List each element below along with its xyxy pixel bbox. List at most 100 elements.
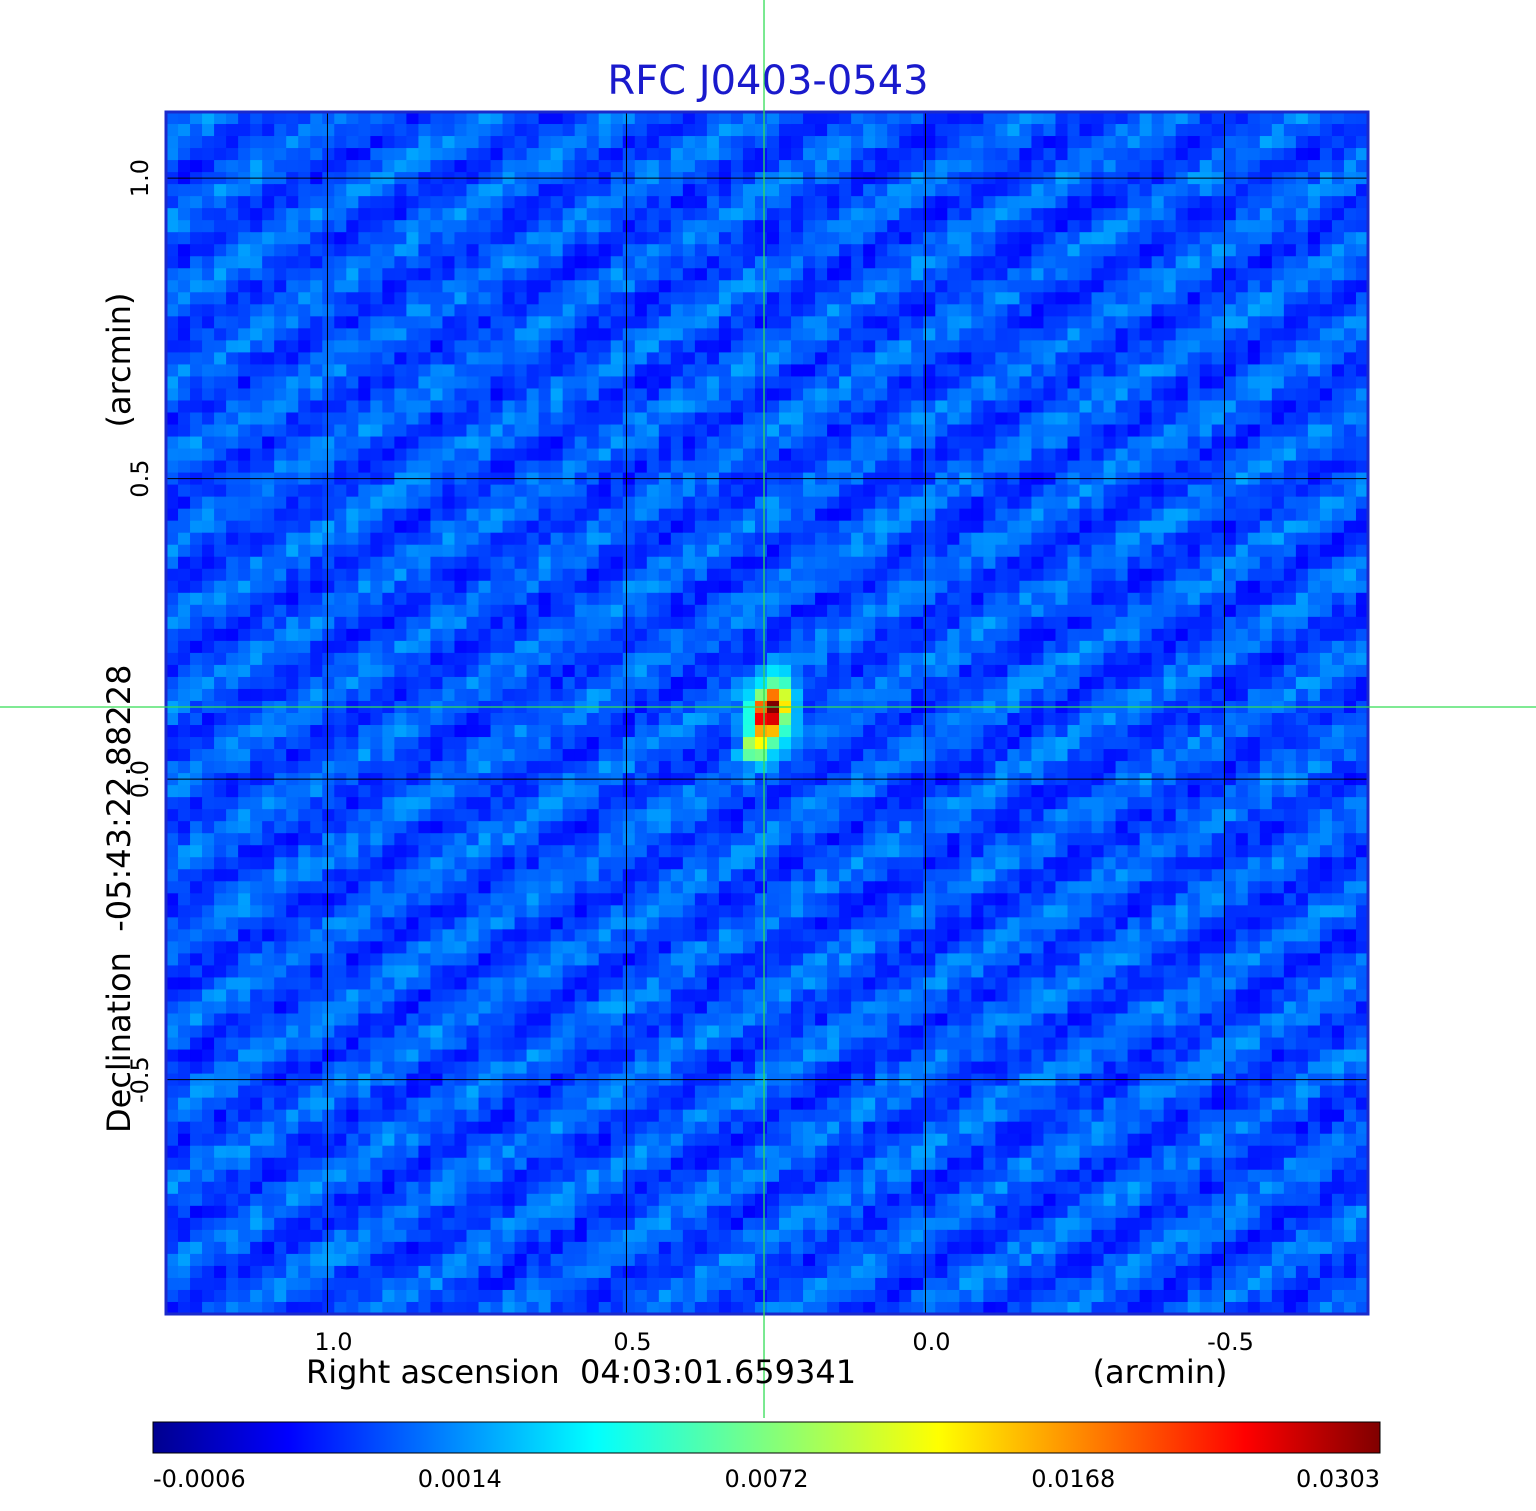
- map-pixel: [1175, 484, 1189, 498]
- map-pixel: [454, 148, 468, 161]
- map-pixel: [406, 196, 420, 209]
- map-pixel: [767, 400, 780, 414]
- map-pixel: [875, 544, 888, 558]
- map-pixel: [959, 448, 972, 462]
- map-pixel: [947, 364, 960, 378]
- map-pixel: [310, 124, 323, 137]
- map-pixel: [839, 496, 852, 510]
- map-pixel: [1007, 340, 1021, 353]
- map-pixel: [887, 268, 900, 281]
- map-pixel: [610, 160, 624, 173]
- map-pixel: [1223, 424, 1237, 438]
- map-pixel: [875, 604, 888, 618]
- map-pixel: [334, 244, 347, 257]
- map-pixel: [310, 136, 323, 149]
- map-pixel: [418, 616, 432, 630]
- map-pixel: [959, 604, 972, 618]
- map-pixel: [1343, 448, 1357, 462]
- map-pixel: [202, 244, 215, 257]
- map-pixel: [899, 112, 912, 125]
- map-pixel: [250, 340, 263, 353]
- map-pixel: [298, 136, 311, 149]
- map-pixel: [586, 436, 600, 450]
- map-pixel: [1139, 508, 1153, 522]
- map-pixel: [586, 412, 600, 426]
- map-pixel: [754, 376, 768, 390]
- map-pixel: [1127, 424, 1141, 438]
- map-pixel: [911, 532, 924, 546]
- map-pixel: [1043, 280, 1057, 293]
- map-pixel: [971, 616, 984, 630]
- map-pixel: [226, 508, 239, 522]
- map-pixel: [406, 268, 420, 281]
- map-pixel: [935, 436, 948, 450]
- map-pixel: [634, 112, 648, 125]
- map-pixel: [166, 256, 179, 269]
- map-pixel: [670, 268, 684, 281]
- map-pixel: [214, 604, 227, 618]
- map-pixel: [454, 544, 468, 558]
- map-pixel: [947, 664, 960, 678]
- map-pixel: [1199, 280, 1213, 293]
- map-pixel: [827, 412, 840, 426]
- map-pixel: [1055, 640, 1069, 654]
- map-pixel: [947, 544, 960, 558]
- map-pixel: [1283, 196, 1297, 209]
- map-pixel: [1187, 628, 1201, 642]
- map-pixel: [1187, 640, 1201, 654]
- map-pixel: [1151, 616, 1165, 630]
- map-pixel: [1091, 412, 1105, 426]
- map-pixel: [1055, 556, 1069, 570]
- map-pixel: [767, 604, 780, 618]
- map-pixel: [166, 376, 179, 390]
- map-pixel: [370, 244, 383, 257]
- map-pixel: [286, 340, 299, 353]
- map-pixel: [730, 508, 744, 522]
- map-pixel: [562, 640, 576, 654]
- map-pixel: [1199, 364, 1213, 378]
- map-pixel: [791, 400, 804, 414]
- map-pixel: [430, 532, 444, 546]
- map-pixel: [478, 532, 492, 546]
- map-pixel: [250, 328, 263, 341]
- map-pixel: [406, 412, 420, 426]
- map-pixel: [526, 604, 540, 618]
- map-pixel: [250, 520, 263, 534]
- map-pixel: [442, 196, 456, 209]
- map-pixel: [1331, 640, 1345, 654]
- map-pixel: [166, 364, 179, 378]
- map-pixel: [334, 220, 347, 233]
- map-pixel: [610, 556, 624, 570]
- map-pixel: [658, 424, 672, 438]
- map-pixel: [646, 316, 660, 329]
- map-pixel: [1019, 424, 1033, 438]
- map-pixel: [767, 388, 780, 402]
- map-pixel: [899, 568, 912, 582]
- map-pixel: [754, 136, 768, 149]
- map-pixel: [658, 676, 672, 690]
- map-pixel: [646, 628, 660, 642]
- map-pixel: [1079, 256, 1093, 269]
- map-pixel: [190, 208, 203, 221]
- map-pixel: [574, 568, 588, 582]
- map-pixel: [1151, 220, 1165, 233]
- map-pixel: [478, 592, 492, 606]
- map-pixel: [959, 628, 972, 642]
- map-pixel: [1091, 628, 1105, 642]
- map-pixel: [1043, 328, 1057, 341]
- map-pixel: [1331, 592, 1345, 606]
- map-pixel: [262, 136, 275, 149]
- map-pixel: [538, 436, 552, 450]
- map-pixel: [238, 304, 251, 317]
- map-pixel: [694, 664, 708, 678]
- map-pixel: [1163, 508, 1177, 522]
- map-pixel: [1043, 244, 1057, 257]
- map-pixel: [250, 688, 263, 702]
- map-pixel: [1115, 484, 1129, 498]
- map-pixel: [310, 280, 323, 293]
- map-pixel: [863, 688, 876, 702]
- map-pixel: [1187, 112, 1201, 125]
- map-pixel: [1175, 196, 1189, 209]
- map-pixel: [1019, 376, 1033, 390]
- map-pixel: [1199, 148, 1213, 161]
